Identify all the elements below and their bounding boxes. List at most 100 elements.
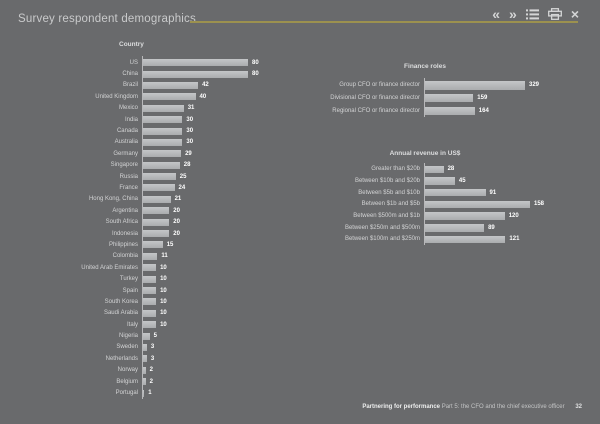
bar xyxy=(425,81,525,90)
last-page-icon[interactable]: » xyxy=(509,6,517,22)
bar-label: Regional CFO or finance director xyxy=(332,107,420,114)
bar-value: 21 xyxy=(174,196,182,203)
bar-value: 11 xyxy=(161,253,168,260)
print-icon[interactable] xyxy=(547,8,562,20)
annual-revenue-bar-chart: Greater than $20b 28 Between $10b and $20b… xyxy=(300,162,590,246)
bar-value: 80 xyxy=(252,59,259,66)
bar-label: Saudi Arabia xyxy=(103,310,138,317)
bar-row: Portugal 1 xyxy=(18,387,298,398)
bar-value: 30 xyxy=(186,116,194,123)
bar-row: South Korea 10 xyxy=(18,296,298,307)
bar xyxy=(425,165,444,174)
bar-value: 20 xyxy=(173,219,180,226)
bar xyxy=(143,127,183,135)
title-accent-rule xyxy=(190,21,578,23)
bar xyxy=(425,93,474,103)
bar-value: 80 xyxy=(252,71,259,78)
bar-row: Russia 25 xyxy=(18,171,298,182)
bar-value: 42 xyxy=(202,82,209,89)
bar-label: Between $500m and $1b xyxy=(353,213,420,220)
bar-value: 10 xyxy=(160,298,167,305)
bar-value: 10 xyxy=(160,264,167,271)
bar-value: 45 xyxy=(458,178,466,185)
bar-row: Mexico 31 xyxy=(18,103,298,114)
bar-label: Nigeria xyxy=(118,333,138,340)
bar xyxy=(143,81,199,89)
bar-label: Spain xyxy=(122,287,138,294)
bar-value: 3 xyxy=(150,344,155,351)
bar xyxy=(143,355,147,363)
bar xyxy=(143,230,170,238)
bar-label: Belgium xyxy=(116,378,138,385)
bar-row: Canada 30 xyxy=(18,125,298,136)
bar-value: 15 xyxy=(166,241,174,248)
bar-row: Australia 30 xyxy=(18,137,298,148)
viewer-toolbar: « » × xyxy=(492,6,579,22)
bar-value: 25 xyxy=(179,173,187,180)
bar-label: Australia xyxy=(114,139,138,146)
bar-value: 20 xyxy=(173,230,180,237)
bar xyxy=(143,389,145,397)
bar-row: Greater than $20b 28 xyxy=(300,164,590,176)
chart-axis-line xyxy=(424,162,425,246)
bar-label: Divisional CFO or finance director xyxy=(330,95,420,102)
bar xyxy=(143,116,183,124)
bar xyxy=(143,264,157,272)
first-page-icon[interactable]: « xyxy=(492,6,501,22)
bar-row: Sweden 3 xyxy=(18,342,298,353)
bar-label: China xyxy=(122,71,138,78)
bar-label: France xyxy=(119,184,138,191)
bar-label: Portugal xyxy=(115,390,138,397)
bar xyxy=(143,138,183,146)
bar xyxy=(425,106,475,116)
footer-report-title: Partnering for performance xyxy=(362,404,441,410)
bar-row: Spain 10 xyxy=(18,285,298,296)
bar-row: France 24 xyxy=(18,182,298,193)
footer-page-number: 32 xyxy=(575,404,582,410)
bar-value: 28 xyxy=(183,162,191,169)
bar-label: South Africa xyxy=(105,219,138,226)
bar-label: Between $5b and $10b xyxy=(358,189,420,196)
bar xyxy=(143,70,248,78)
bar xyxy=(143,150,182,158)
bar-label: Greater than $20b xyxy=(371,166,420,173)
bar-value: 29 xyxy=(185,150,192,157)
chart-axis-line xyxy=(142,56,143,399)
bar-value: 2 xyxy=(149,367,153,374)
bar-row: Italy 10 xyxy=(18,319,298,330)
bar-label: Between $1b and $5b xyxy=(361,201,420,208)
bar-label: Hong Kong, China xyxy=(88,196,138,203)
bar-label: Turkey xyxy=(119,276,138,283)
bar-label: Indonesia xyxy=(111,230,138,237)
bar-label: Mexico xyxy=(118,105,138,112)
bar-row: Between $500m and $1b 120 xyxy=(300,210,590,222)
contents-icon[interactable] xyxy=(525,8,539,20)
bar-row: Between $1b and $5b 158 xyxy=(300,199,590,211)
bar-label: Between $250m and $500m xyxy=(344,224,420,231)
bar xyxy=(425,212,505,220)
bar xyxy=(425,224,485,232)
bar-value: 30 xyxy=(186,128,194,135)
bar-label: Russia xyxy=(119,173,138,180)
close-icon[interactable]: × xyxy=(570,6,579,22)
bar xyxy=(143,161,180,169)
bar-row: Argentina 20 xyxy=(18,205,298,216)
chart-axis-line xyxy=(424,78,425,118)
bar-label: Brazil xyxy=(122,82,138,89)
bar-value: 10 xyxy=(160,321,167,328)
bar-value: 10 xyxy=(160,276,167,283)
bar-row: Turkey 10 xyxy=(18,273,298,284)
bar-value: 329 xyxy=(529,82,540,89)
bar-row: Saudi Arabia 10 xyxy=(18,308,298,319)
bar-value: 2 xyxy=(149,378,153,385)
bar-label: US xyxy=(129,59,138,66)
bar xyxy=(143,321,157,329)
bar-row: Singapore 28 xyxy=(18,160,298,171)
bar-label: Between $10b and $20b xyxy=(354,178,420,185)
bar-value: 120 xyxy=(508,213,519,220)
bar xyxy=(143,298,157,306)
bar-label: Colombia xyxy=(112,253,138,260)
bar-label: United Arab Emirates xyxy=(81,264,138,271)
bar-label: Norway xyxy=(117,367,138,374)
bar-label: Sweden xyxy=(116,344,138,351)
